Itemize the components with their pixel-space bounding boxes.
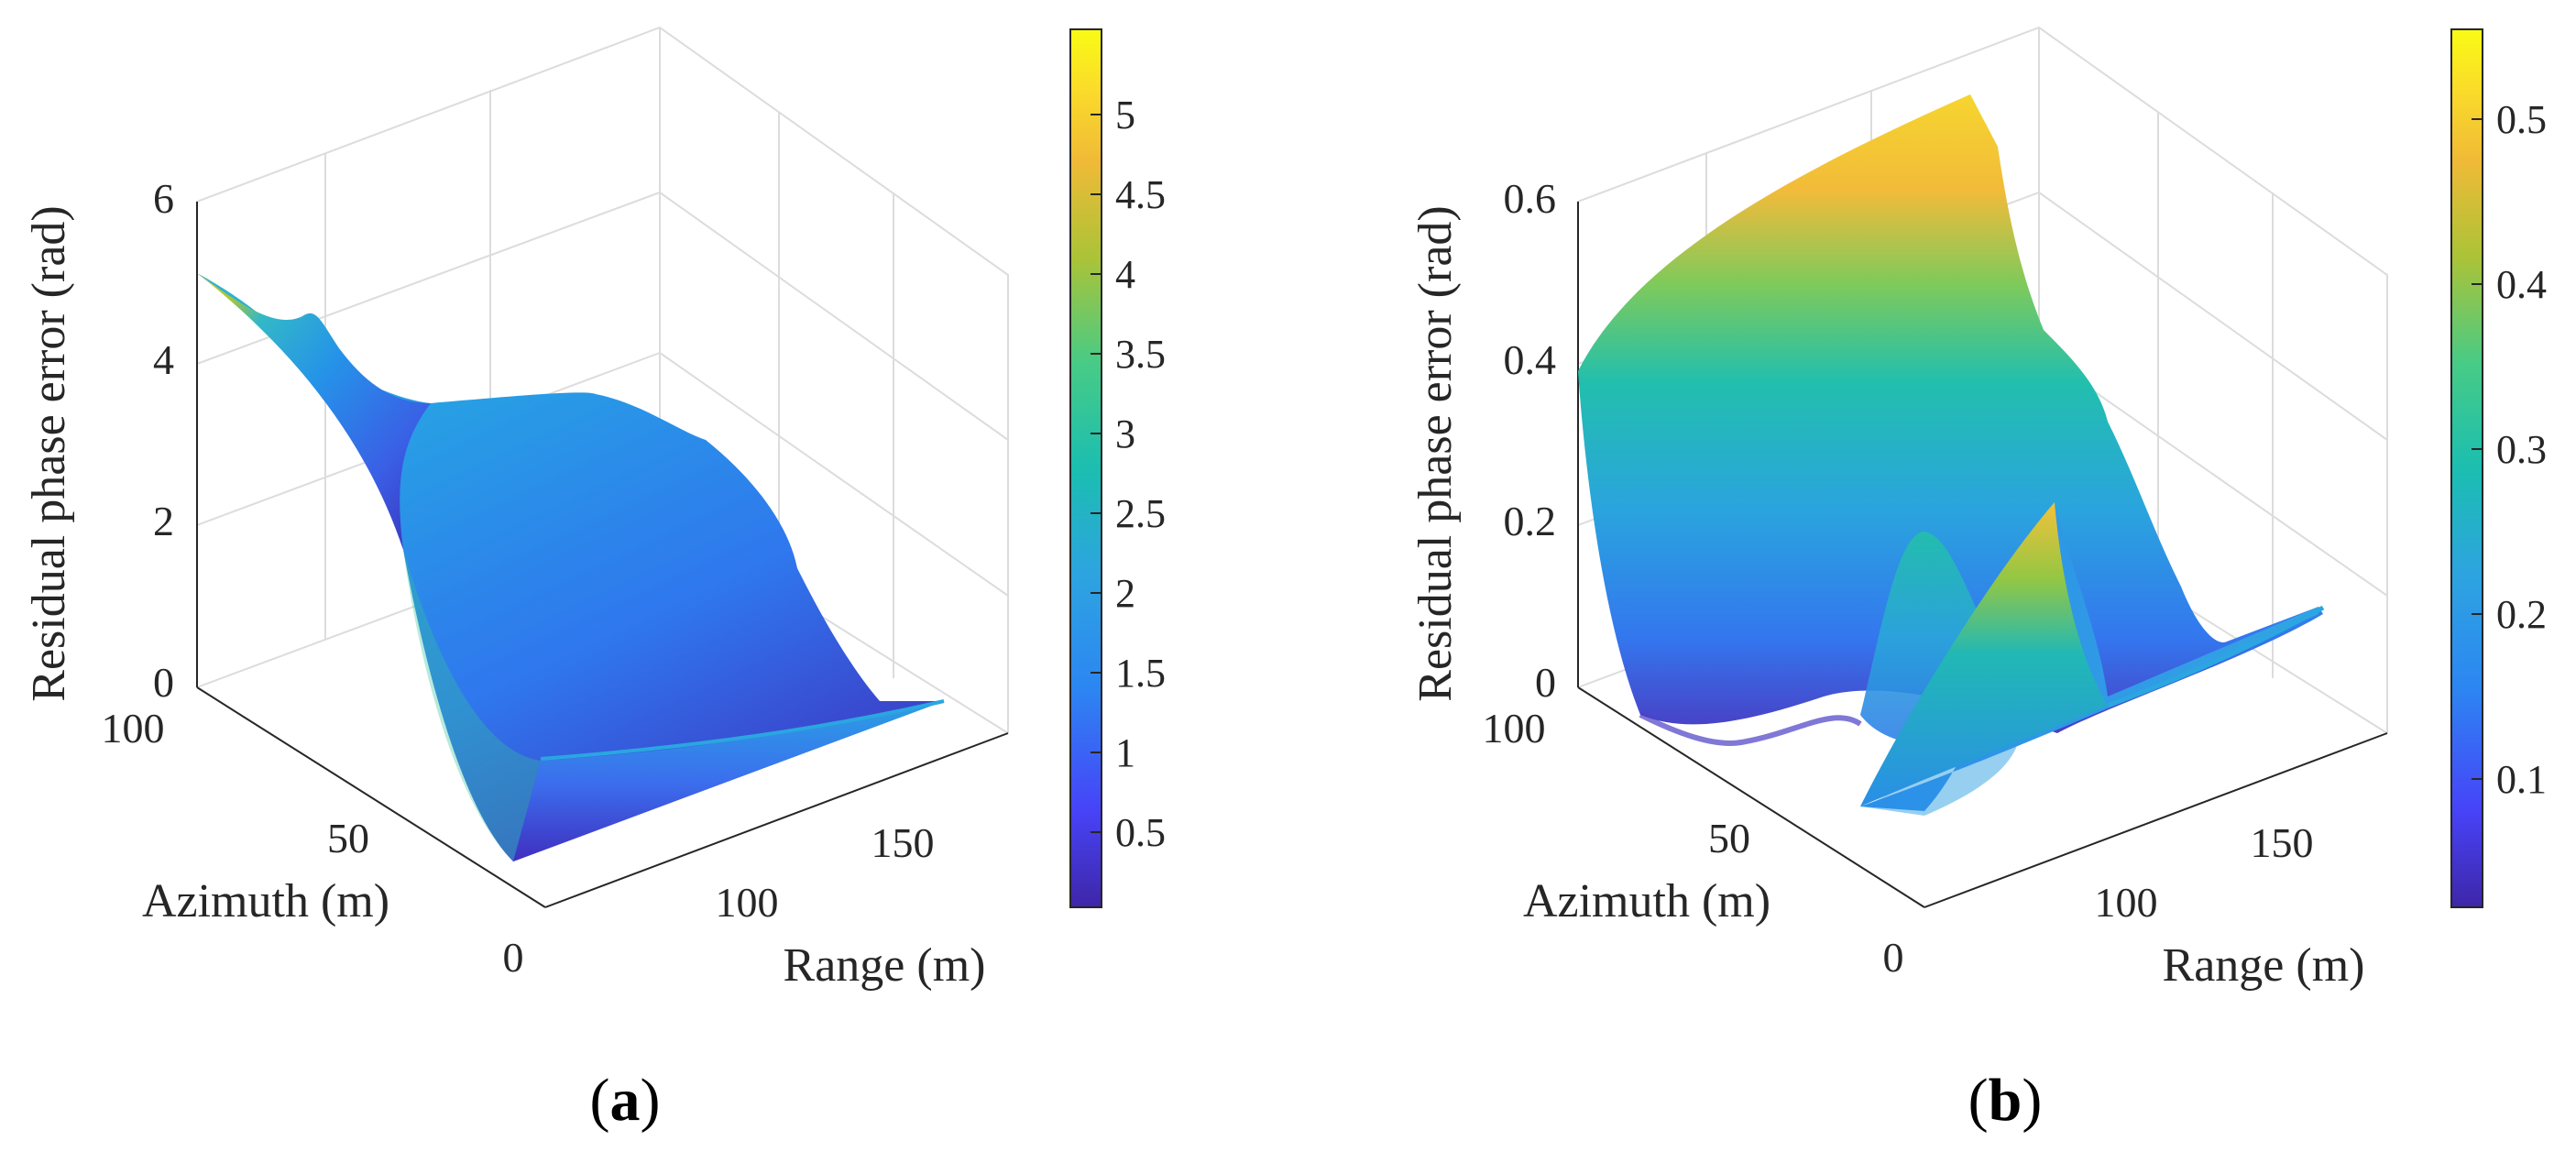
z-ticks-a: 0 2 4 6 — [153, 175, 174, 706]
colorbar-tick: 0.5 — [1115, 810, 1166, 855]
z-tick: 0.4 — [1504, 336, 1557, 383]
axis-lines-b — [1577, 202, 2388, 908]
colorbar-gradient — [1069, 28, 1102, 908]
colorbar-tick: 4 — [1115, 252, 1135, 297]
colorbar-b: 0.1 0.2 0.3 0.4 0.5 — [2450, 28, 2547, 908]
z-axis-label-b: Residual phase error (rad) — [1409, 205, 1462, 701]
surface-a — [197, 273, 945, 861]
y-axis-label-b: Azimuth (m) — [1523, 875, 1770, 927]
y-axis-label-a: Azimuth (m) — [142, 875, 389, 927]
z-tick: 0.6 — [1504, 175, 1557, 222]
z-axis-label-a: Residual phase error (rad) — [23, 205, 75, 701]
z-tick: 4 — [153, 336, 174, 383]
x-axis-label-a: Range (m) — [784, 939, 986, 992]
colorbar-tick: 5 — [1115, 93, 1135, 137]
colorbar-tick: 2 — [1115, 571, 1135, 616]
colorbar-tick: 1 — [1115, 730, 1135, 775]
colorbar-tick: 2.5 — [1115, 491, 1166, 536]
x-axis-label-b: Range (m) — [2163, 939, 2365, 992]
panel-label-a: (a) — [590, 1067, 661, 1134]
y-tick: 50 — [327, 815, 369, 861]
surface-b — [1578, 94, 2325, 816]
panel-a: 0 2 4 6 0 50 100 100 150 Residual phase … — [23, 26, 1166, 1134]
x-tick: 100 — [716, 879, 779, 926]
z-tick: 0 — [153, 659, 174, 706]
x-tick: 150 — [871, 819, 935, 866]
axis-lines-a — [196, 202, 1009, 908]
z-tick: 6 — [153, 175, 174, 222]
x-tick: 100 — [2095, 879, 2158, 926]
y-tick: 0 — [503, 934, 524, 981]
y-tick: 0 — [1883, 934, 1904, 981]
panel-b: 0 0.2 0.4 0.6 0 50 100 100 150 Residual … — [1409, 26, 2547, 1134]
colorbar-tick: 0.4 — [2496, 262, 2547, 307]
y-tick: 100 — [102, 705, 165, 752]
y-ticks-b: 0 50 100 — [1483, 705, 1904, 981]
x-ticks-a: 100 150 — [716, 819, 935, 926]
colorbar-tick: 0.5 — [2496, 97, 2547, 142]
x-tick: 150 — [2251, 819, 2314, 866]
colorbar-a: 0.5 1 1.5 2 2.5 3 3.5 4 4.5 5 — [1069, 28, 1166, 908]
y-tick: 100 — [1483, 705, 1546, 752]
colorbar-tick: 0.1 — [2496, 757, 2547, 802]
y-ticks-a: 0 50 100 — [102, 705, 524, 981]
z-tick: 0 — [1535, 659, 1556, 706]
colorbar-tick: 3.5 — [1115, 332, 1166, 377]
x-ticks-b: 100 150 — [2095, 819, 2314, 926]
z-tick: 2 — [153, 498, 174, 544]
z-ticks-b: 0 0.2 0.4 0.6 — [1504, 175, 1557, 706]
panel-label-b: (b) — [1968, 1067, 2043, 1134]
colorbar-tick: 3 — [1115, 411, 1135, 456]
y-tick: 50 — [1708, 815, 1750, 861]
colorbar-tick: 0.2 — [2496, 592, 2547, 637]
colorbar-gradient — [2450, 28, 2483, 908]
z-tick: 0.2 — [1504, 498, 1557, 544]
colorbar-tick: 0.3 — [2496, 427, 2547, 472]
colorbar-tick: 4.5 — [1115, 172, 1166, 217]
colorbar-tick: 1.5 — [1115, 651, 1166, 696]
